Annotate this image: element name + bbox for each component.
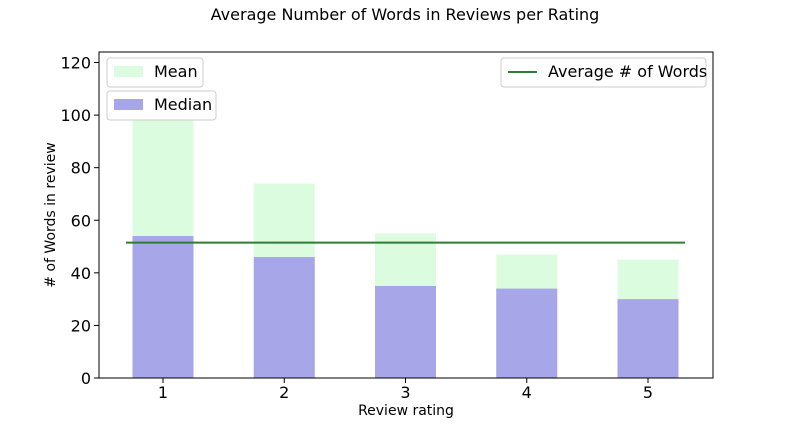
y-axis-label: # of Words in review <box>43 142 59 287</box>
x-tick-label-1: 1 <box>158 383 168 402</box>
x-tick-label-2: 2 <box>279 383 289 402</box>
plot-area <box>126 117 685 379</box>
legend-median: Median <box>106 90 217 121</box>
legend-mean: Mean <box>106 57 204 88</box>
bar-median-2 <box>253 257 315 378</box>
legend-average-box <box>500 57 707 88</box>
legend-average: Average # of Words <box>500 57 707 88</box>
legend-median-swatch <box>114 99 143 110</box>
y-axis: 0 20 40 60 80 100 120 <box>60 54 99 388</box>
legend-mean-box <box>106 57 204 88</box>
bar-median-4 <box>496 288 558 378</box>
y-tick-label-20: 20 <box>71 316 91 335</box>
y-tick-label-0: 0 <box>81 369 91 388</box>
bar-median-5 <box>617 299 679 378</box>
x-axis-label: Review rating <box>358 403 454 419</box>
x-tick-label-3: 3 <box>400 383 410 402</box>
legend-median-label: Median <box>154 95 212 114</box>
chart-title: Average Number of Words in Reviews per R… <box>211 5 600 24</box>
bar-median-3 <box>375 285 436 378</box>
y-tick-label-40: 40 <box>71 264 91 283</box>
legend-average-label: Average # of Words <box>548 62 707 81</box>
x-axis: 1 2 3 4 5 <box>158 378 653 402</box>
legend-mean-label: Mean <box>154 62 198 81</box>
y-tick-label-60: 60 <box>71 211 91 230</box>
y-tick-label-120: 120 <box>60 54 91 73</box>
y-tick-label-80: 80 <box>71 159 91 178</box>
legend-median-box <box>106 90 217 121</box>
bar-median-1 <box>132 236 194 378</box>
x-tick-label-5: 5 <box>643 383 653 402</box>
legend-mean-swatch <box>114 66 143 77</box>
y-tick-label-100: 100 <box>60 106 91 125</box>
x-tick-label-4: 4 <box>522 383 532 402</box>
